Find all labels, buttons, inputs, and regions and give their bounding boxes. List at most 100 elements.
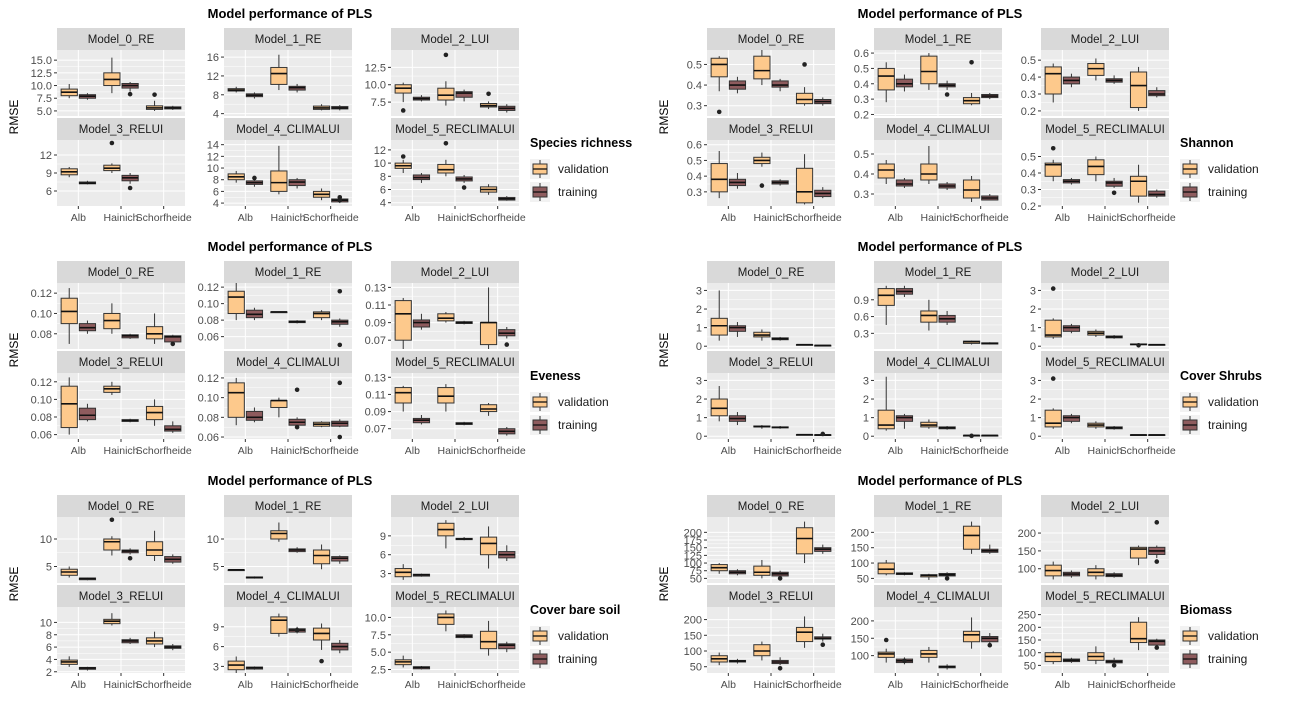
facet-title: Model_3_RELUI [79, 357, 163, 369]
box-validation [795, 167, 814, 204]
y-tick-label: 100 [684, 646, 702, 658]
y-tick-label: 0.09 [365, 407, 386, 419]
x-tick-label: Alb [721, 212, 736, 224]
x-tick-label: Alb [888, 212, 903, 224]
y-tick-label: 0.4 [687, 171, 702, 183]
box-validation [877, 163, 895, 179]
outlier-point [486, 91, 491, 97]
box-training [1105, 180, 1123, 187]
facet-strip [1041, 585, 1169, 607]
x-tick-label: Hainich [920, 679, 955, 691]
y-tick-label: 0.07 [365, 335, 386, 347]
y-tick-label: 0.5 [1021, 55, 1036, 67]
y-tick-label: 7.5 [371, 97, 386, 109]
y-tick-label: 2 [696, 394, 702, 406]
outlier-point [1154, 559, 1160, 564]
y-tick-label: 0.4 [854, 169, 869, 181]
x-tick-label: Schorfheide [303, 445, 359, 457]
box-validation [1087, 63, 1105, 76]
facet-panel: Model_1_RE 50 100 150 200 [851, 495, 1002, 585]
facet-panel: Model_0_RE 0.3 0.4 0.5 [687, 28, 835, 116]
box-validation [437, 313, 455, 322]
y-tick-label: 3 [1030, 375, 1036, 387]
outlier-point [294, 627, 300, 633]
outlier-point [294, 424, 300, 430]
y-tick-label: 0.07 [365, 424, 386, 436]
y-tick-label: 9 [213, 622, 219, 634]
y-tick-label: 0.12 [198, 282, 219, 294]
x-tick-label: Alb [405, 679, 420, 691]
y-tick-label: 0.08 [198, 315, 219, 327]
y-tick-label: 0.08 [198, 412, 219, 424]
facet-panel: Model_1_RE 5 10 [207, 495, 352, 583]
y-tick-label: 4 [46, 654, 52, 666]
y-tick-label: 10 [207, 163, 219, 175]
y-tick-label: 0.3 [854, 328, 869, 340]
y-tick-label: 5.0 [371, 647, 386, 659]
facet-title: Model_0_RE [88, 267, 155, 279]
facet-panel: Model_4_CLIMALUI 0.3 0.4 0.5 Alb HainichSchor… [854, 118, 1009, 224]
outlier-point [337, 342, 343, 348]
chart-title: Model performance of PLS [858, 6, 1023, 21]
box-validation [795, 626, 814, 643]
legend-title: Cover bare soil [530, 603, 620, 617]
facet-title: Model_2_LUI [1071, 34, 1139, 46]
x-tick-label: Schorfheide [786, 679, 842, 691]
facet-strip [707, 495, 835, 517]
y-tick-label: 50 [690, 662, 702, 674]
facet-panel: Model_5_RECLIMALUI 2.5 5.0 7.5 10.0 Alb Hainic… [365, 585, 526, 691]
y-tick-label: 0.9 [854, 295, 869, 307]
x-tick-label: Alb [71, 212, 86, 224]
outlier-point [802, 62, 807, 67]
y-tick-label: 9 [380, 531, 386, 543]
chart-block-cover-bare-soil: Model performance of PLS RMSE Model_0_RE 5 1… [7, 473, 620, 691]
y-tick-label: 12 [40, 150, 52, 162]
y-tick-label: 10.0 [365, 80, 386, 92]
y-tick-label: 2.5 [371, 665, 386, 677]
x-tick-label: Schorfheide [136, 679, 192, 691]
y-tick-label: 3 [696, 285, 702, 297]
facet-strip [391, 261, 519, 283]
y-tick-label: 0.3 [1021, 89, 1036, 101]
chart-block-biomass: Model performance of PLS RMSE Model_0_RE 50… [657, 473, 1259, 691]
y-tick-label: 0.6 [854, 48, 869, 60]
y-axis-label: RMSE [657, 567, 671, 602]
box-validation [1129, 546, 1148, 559]
y-axis-label: RMSE [7, 567, 21, 602]
outlier-point [820, 642, 826, 648]
box-validation [1129, 175, 1148, 197]
facet-title: Model_1_RE [255, 267, 322, 279]
outlier-point [319, 658, 324, 664]
y-tick-label: 0.12 [31, 288, 52, 300]
y-tick-label: 100 [1018, 648, 1036, 660]
y-tick-label: 5 [213, 562, 219, 574]
facet-strip [391, 28, 519, 50]
facet-panel: Model_3_RELUI 0.3 0.4 0.5 0.6 Alb HainichSchor… [687, 118, 842, 224]
outlier-point [400, 154, 406, 159]
y-tick-label: 175 [684, 535, 702, 547]
legend-label-validation: validation [1208, 395, 1259, 409]
box-training [981, 636, 999, 643]
facet-strip [224, 495, 352, 517]
y-tick-label: 150 [684, 630, 702, 642]
y-tick-label: 0.6 [687, 140, 702, 152]
box-training [728, 325, 747, 332]
outlier-point [883, 637, 889, 643]
facet-title: Model_0_RE [738, 267, 805, 279]
box-validation [145, 541, 164, 556]
y-axis-label: RMSE [7, 100, 21, 135]
legend-label-validation: validation [558, 162, 609, 176]
facet-title: Model_3_RELUI [729, 357, 813, 369]
box-training [1148, 639, 1166, 646]
x-tick-label: Hainich [270, 445, 305, 457]
legend-title: Eveness [530, 369, 581, 383]
facet-title: Model_4_CLIMALUI [236, 357, 340, 369]
box-validation [710, 163, 728, 193]
box-training [1062, 415, 1081, 422]
box-validation [437, 87, 455, 101]
y-tick-label: 0.2 [1021, 106, 1036, 118]
y-tick-label: 0.5 [1021, 152, 1036, 164]
